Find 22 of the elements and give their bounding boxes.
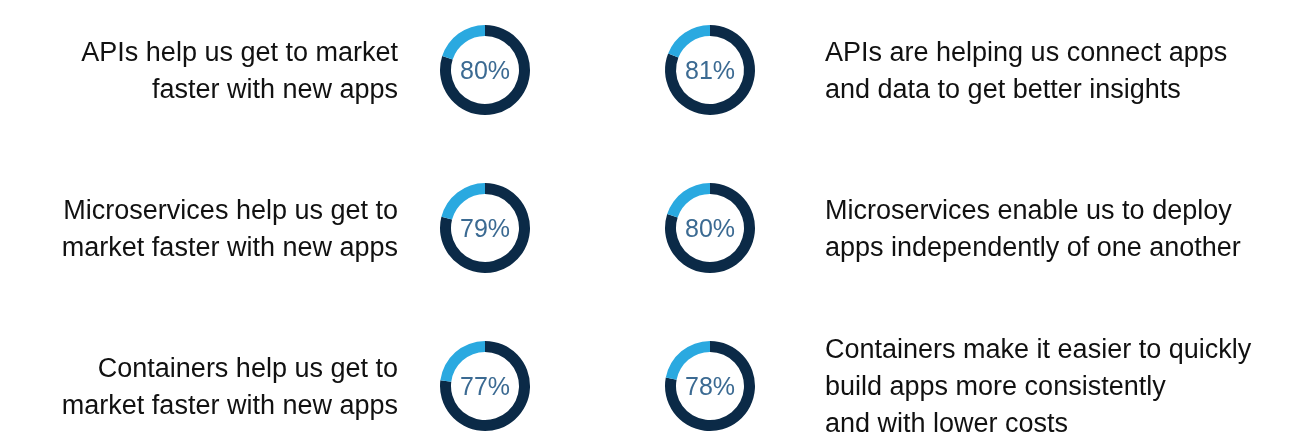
donut-slice <box>665 25 755 115</box>
donut-slice <box>440 341 530 431</box>
donut-slice <box>665 183 755 273</box>
text: APIs are helping us connect apps and data to get better insights <box>825 36 1228 104</box>
text: Microservices enable us to deploy apps independently of one another <box>825 194 1241 262</box>
donut-slice <box>441 183 485 220</box>
data-label: 81% <box>684 55 736 84</box>
donut-slice <box>667 183 710 218</box>
text: Microservices help us get to market faster with new apps <box>61 194 398 262</box>
data-label: 79% <box>459 213 511 242</box>
donut-slice <box>440 183 530 273</box>
donut-slice <box>442 25 485 60</box>
donut-slice <box>440 25 530 115</box>
data-label: 80% <box>684 213 736 242</box>
donut-slice <box>665 341 755 431</box>
donut-slice <box>668 25 710 58</box>
text: Containers make it easier to quickly build apps more consistently and with lower costs <box>825 334 1252 435</box>
data-label: 78% <box>684 371 736 400</box>
data-label: 77% <box>459 371 511 400</box>
text: APIs help us get to market faster with new apps <box>81 36 399 104</box>
data-label: 80% <box>459 55 511 84</box>
text: Containers help us get to market faster with new apps <box>61 352 398 420</box>
